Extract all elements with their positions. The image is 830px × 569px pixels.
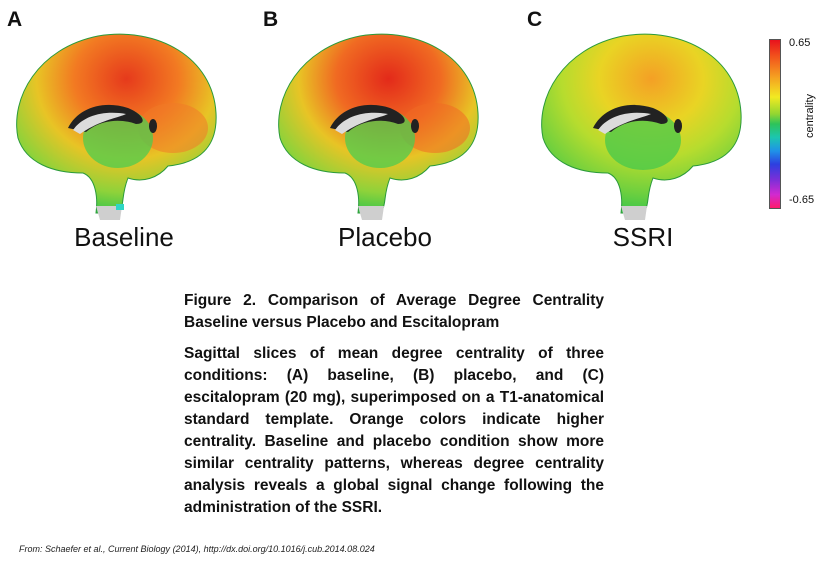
panel-letter-c: C (527, 8, 543, 31)
panel-letter-b: B (263, 8, 279, 31)
colorbar-max-label: 0.65 (789, 37, 811, 49)
brain-slice-placebo (278, 33, 479, 220)
figure-caption-body: Sagittal slices of mean degree centralit… (184, 345, 604, 516)
figure-caption-title: Figure 2. Comparison of Average Degree C… (184, 292, 604, 331)
brain-slice-baseline (16, 33, 217, 220)
centrality-colorbar (769, 39, 781, 209)
panel-letter-a: A (7, 8, 23, 31)
condition-label-placebo: Placebo (338, 222, 432, 252)
source-citation: From: Schaefer et al., Current Biology (… (19, 544, 375, 554)
condition-label-baseline: Baseline (74, 222, 174, 252)
condition-label-ssri: SSRI (612, 222, 674, 252)
colorbar-axis-label: centrality (804, 93, 816, 139)
colorbar-min-label: -0.65 (789, 194, 815, 206)
brain-slice-ssri (541, 33, 742, 220)
